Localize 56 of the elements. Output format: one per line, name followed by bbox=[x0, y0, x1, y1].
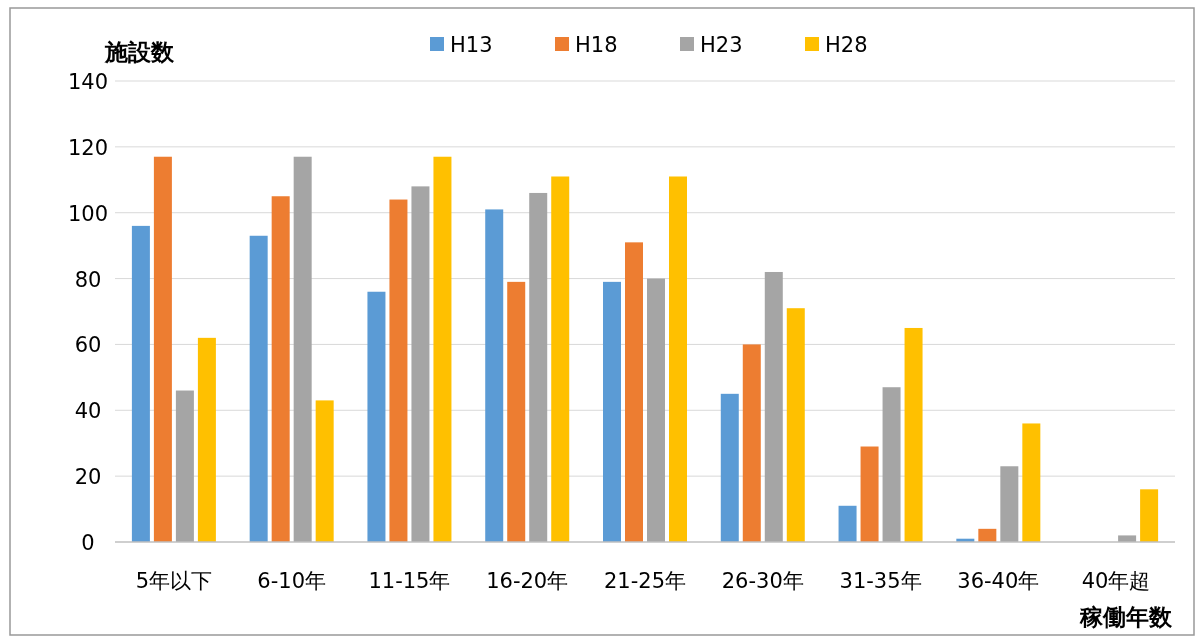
y-tick-label: 40 bbox=[74, 399, 102, 424]
y-tick-label: 140 bbox=[67, 70, 109, 94]
bar bbox=[647, 278, 665, 542]
bar bbox=[742, 344, 761, 542]
legend-label: H13 bbox=[450, 33, 493, 57]
bar bbox=[175, 390, 194, 542]
legend-label: H18 bbox=[575, 33, 618, 57]
x-tick-label: 16-20年 bbox=[486, 569, 569, 593]
bar bbox=[271, 196, 290, 542]
bar bbox=[720, 393, 739, 542]
bar bbox=[529, 192, 548, 542]
x-tick-label: 40年超 bbox=[1081, 569, 1151, 593]
bar bbox=[978, 528, 997, 542]
y-tick-label: 20 bbox=[74, 465, 102, 490]
x-axis-title: 稼働年数 bbox=[1079, 604, 1173, 630]
y-axis-title: 施設数 bbox=[104, 39, 175, 65]
bar bbox=[1000, 466, 1019, 542]
x-tick-label: 6-10年 bbox=[257, 569, 326, 593]
bar bbox=[131, 225, 150, 542]
bar bbox=[367, 291, 386, 542]
y-tick-label: 60 bbox=[74, 333, 102, 358]
bar bbox=[315, 400, 334, 542]
bar bbox=[882, 387, 901, 542]
y-tick-label: 80 bbox=[74, 267, 102, 292]
bar bbox=[389, 199, 408, 542]
bar bbox=[1140, 489, 1159, 542]
y-tick-label: 100 bbox=[67, 201, 109, 226]
x-tick-label: 21-25年 bbox=[603, 569, 687, 593]
bar bbox=[860, 446, 879, 542]
bar bbox=[764, 271, 783, 542]
legend-label: H28 bbox=[825, 33, 868, 57]
bar bbox=[293, 156, 312, 542]
bar bbox=[1118, 535, 1137, 542]
x-tick-label: 31-35年 bbox=[839, 569, 922, 593]
bar bbox=[197, 337, 216, 542]
x-tick-label: 11-15年 bbox=[368, 569, 451, 593]
bar bbox=[1022, 423, 1041, 542]
bar bbox=[485, 209, 504, 542]
bar bbox=[507, 281, 526, 542]
bar bbox=[625, 242, 643, 542]
bar bbox=[249, 235, 268, 542]
bar bbox=[786, 308, 805, 542]
y-tick-label: 120 bbox=[67, 135, 109, 160]
y-tick-label: 0 bbox=[81, 531, 95, 555]
bar bbox=[603, 281, 621, 542]
bar bbox=[669, 176, 687, 542]
bar bbox=[433, 156, 452, 542]
x-tick-label: 36-40年 bbox=[957, 569, 1040, 593]
bar bbox=[153, 156, 172, 542]
bar bbox=[838, 505, 857, 542]
x-tick-label: 5年以下 bbox=[135, 569, 213, 593]
bar bbox=[551, 176, 570, 542]
bar bbox=[904, 327, 923, 542]
legend-label: H23 bbox=[700, 33, 743, 57]
x-tick-label: 26-30年 bbox=[721, 569, 804, 593]
bar bbox=[411, 186, 430, 542]
